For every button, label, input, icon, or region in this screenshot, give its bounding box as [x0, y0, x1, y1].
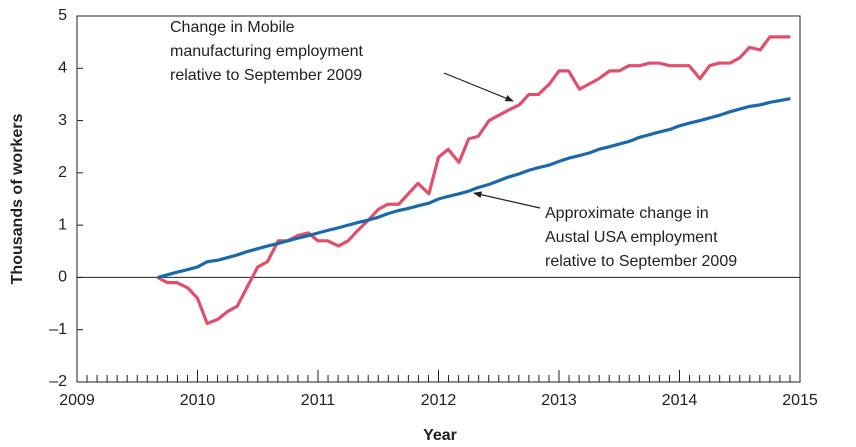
series-line	[157, 97, 791, 279]
annotation-text: Austal USA employment	[545, 229, 718, 246]
y-tick-label: 0	[58, 269, 67, 286]
y-tick-label: 3	[58, 112, 67, 129]
series-line	[156, 35, 791, 326]
y-tick-label: 2	[58, 164, 67, 181]
x-tick-label: 2014	[662, 392, 698, 409]
x-tick-label: 2013	[541, 392, 577, 409]
annotation-text: Change in Mobile	[170, 19, 295, 36]
x-tick-label: 2015	[782, 392, 818, 409]
y-tick-label: –2	[49, 373, 67, 390]
y-tick-label: 1	[58, 216, 67, 233]
y-tick-label: –1	[49, 321, 67, 338]
annotation-arrow	[443, 72, 514, 102]
y-axis-label: Thousands of workers	[9, 114, 26, 285]
y-tick-label: 4	[58, 60, 67, 77]
annotation-text: relative to September 2009	[545, 253, 737, 270]
x-tick-label: 2010	[180, 392, 216, 409]
annotation-text: Approximate change in	[545, 205, 709, 222]
x-tick-label: 2009	[59, 392, 95, 409]
annotation-text: manufacturing employment	[170, 43, 364, 60]
x-axis-label: Year	[423, 427, 457, 444]
annotation-arrow	[473, 191, 541, 209]
y-tick-label: 5	[58, 7, 67, 24]
annotation-text: relative to September 2009	[170, 67, 362, 84]
x-tick-label: 2012	[421, 392, 457, 409]
x-tick-label: 2011	[301, 392, 336, 409]
